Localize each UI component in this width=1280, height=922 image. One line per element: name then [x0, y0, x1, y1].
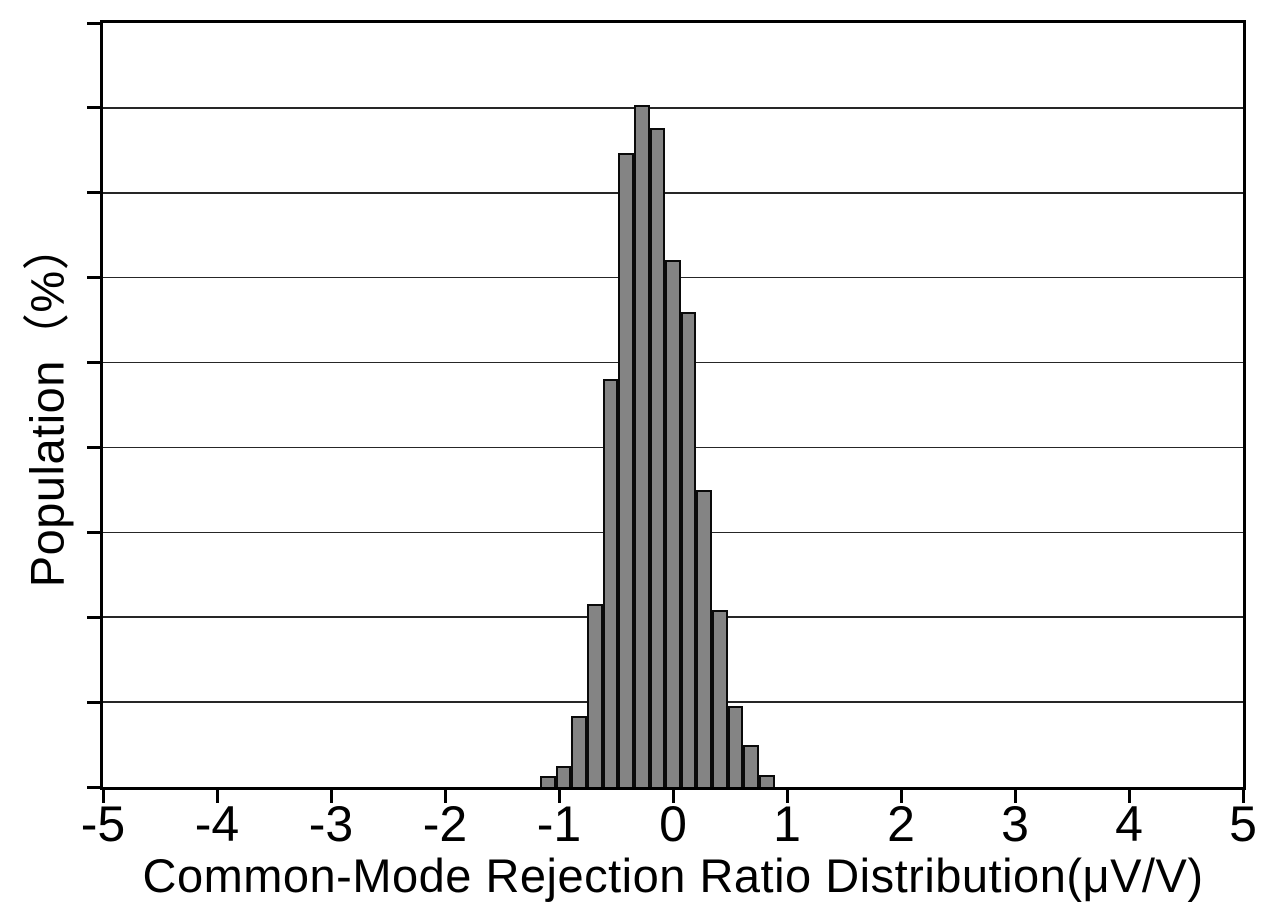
histogram-bar	[540, 775, 556, 787]
y-axis-tick	[87, 361, 100, 365]
x-axis-tick	[1241, 790, 1245, 803]
histogram-bar	[665, 259, 681, 787]
x-axis-tick	[101, 790, 105, 803]
histogram-bar	[633, 105, 650, 787]
histogram-bar	[555, 765, 572, 787]
y-axis-tick	[87, 21, 100, 25]
histogram-bar	[602, 378, 619, 787]
gridline	[103, 107, 1243, 109]
histogram-bar	[618, 152, 634, 787]
histogram-bar	[649, 128, 666, 787]
x-axis-tick	[1013, 790, 1017, 803]
histogram-bar	[743, 745, 759, 787]
y-axis-tick	[87, 445, 100, 449]
x-axis-tick	[785, 790, 789, 803]
y-axis-tick	[87, 530, 100, 534]
x-axis-tick-label: -5	[80, 796, 126, 852]
x-axis-tick-label: 3	[1001, 796, 1029, 852]
x-axis-tick-label: -2	[422, 796, 468, 852]
y-axis-tick	[87, 700, 100, 704]
y-axis-tick	[87, 615, 100, 619]
y-axis-title: Population（%）	[20, 222, 74, 588]
x-axis-tick	[443, 790, 447, 803]
x-axis-tick-label: 0	[659, 796, 687, 852]
x-axis-tick-label: 5	[1229, 796, 1257, 852]
histogram-bar	[587, 603, 603, 787]
histogram-bar	[571, 715, 588, 787]
y-axis-tick	[87, 191, 100, 195]
x-axis-tick	[899, 790, 903, 803]
x-axis-title: Common-Mode Rejection Ratio Distribution…	[142, 849, 1204, 902]
x-axis-tick-label: 2	[887, 796, 915, 852]
x-axis-tick	[1127, 790, 1131, 803]
x-axis-tick	[215, 790, 219, 803]
histogram-bar	[712, 610, 728, 787]
x-axis-tick-label: -3	[308, 796, 354, 852]
gridline	[103, 192, 1243, 194]
y-axis-tick	[87, 106, 100, 110]
x-axis-tick-label: 4	[1115, 796, 1143, 852]
y-axis-tick	[87, 276, 100, 280]
x-axis-tick-label: -4	[194, 796, 240, 852]
histogram-bar	[680, 312, 697, 787]
x-axis-tick	[329, 790, 333, 803]
histogram-bar	[727, 706, 744, 787]
histogram-bar	[758, 775, 775, 787]
x-axis-tick-label: -1	[536, 796, 582, 852]
y-axis-tick	[87, 785, 100, 789]
x-axis-tick-label: 1	[773, 796, 801, 852]
plot-area: Population（%） Common-Mode Rejection Rati…	[21, 20, 1257, 902]
x-axis-tick	[671, 790, 675, 803]
x-axis-tick	[557, 790, 561, 803]
histogram-bar	[696, 489, 713, 787]
